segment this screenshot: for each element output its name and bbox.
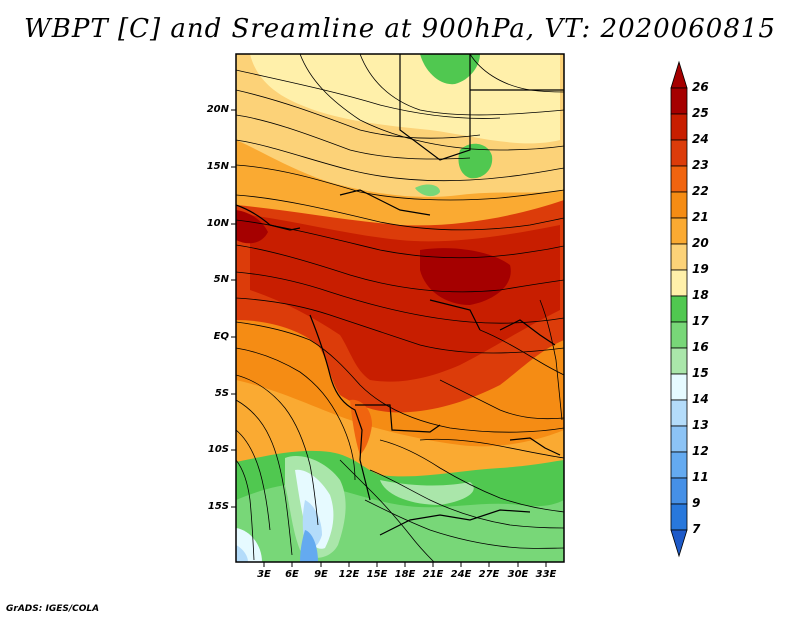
colorbar [670,60,688,558]
lon-label-21e: 21E [422,569,444,580]
lon-label-15e: 15E [366,569,388,580]
colorbar-label-24: 24 [692,132,709,146]
colorbar-label-19: 19 [692,262,709,276]
lon-ticks [263,562,547,567]
colorbar-swatch-11 [670,477,688,505]
colorbar-swatch-15 [670,373,688,401]
lat-label-5s: 5S [214,388,229,399]
colorbar-swatch-22 [670,191,688,219]
lon-label-3e: 3E [257,569,271,580]
lat-label-15n: 15N [206,161,229,172]
colorbar-swatch-13 [670,425,688,453]
colorbar-swatch-26 [670,87,688,115]
colorbar-label-25: 25 [692,106,709,120]
colorbar-swatch-21 [670,217,688,245]
colorbar-swatch-9 [670,503,688,531]
lon-label-27e: 27E [478,569,500,580]
credit-text: GrADS: IGES/COLA [6,604,100,614]
colorbar-swatch-24 [670,139,688,167]
colorbar-label-14: 14 [692,392,709,406]
colorbar-top-arrow [670,60,688,89]
colorbar-swatch-14 [670,399,688,427]
lon-label-18e: 18E [394,569,416,580]
colorbar-label-22: 22 [692,184,709,198]
colorbar-label-7: 7 [692,522,701,536]
colorbar-swatch-25 [670,113,688,141]
wbpt-field [236,54,564,562]
lat-label-10n: 10N [206,218,229,229]
colorbar-swatch-23 [670,165,688,193]
colorbar-swatch-20 [670,243,688,271]
colorbar-label-18: 18 [692,288,709,302]
colorbar-label-23: 23 [692,158,709,172]
lon-label-12e: 12E [338,569,360,580]
colorbar-swatch-18 [670,295,688,323]
colorbar-label-20: 20 [692,236,709,250]
colorbar-label-13: 13 [692,418,709,432]
lon-label-24e: 24E [450,569,472,580]
colorbar-label-9: 9 [692,496,701,510]
boundaries [236,54,564,536]
map-title: WBPT [C] and Sreamline at 900hPa, VT: 20… [24,14,776,44]
lat-label-eq: EQ [213,331,229,342]
colorbar-label-16: 16 [692,340,709,354]
lon-label-6e: 6E [285,569,299,580]
lon-label-9e: 9E [314,569,328,580]
lat-ticks [231,109,236,508]
lon-label-30e: 30E [507,569,529,580]
colorbar-label-15: 15 [692,366,709,380]
lat-label-15s: 15S [207,501,229,512]
lat-label-10s: 10S [207,444,229,455]
colorbar-bottom-arrow [670,529,688,558]
colorbar-swatch-17 [670,321,688,349]
streamlines [236,54,564,562]
colorbar-swatch-19 [670,269,688,297]
colorbar-label-11: 11 [692,470,709,484]
colorbar-label-26: 26 [692,80,709,94]
colorbar-label-21: 21 [692,210,709,224]
colorbar-label-17: 17 [692,314,709,328]
lat-label-5n: 5N [213,274,229,285]
colorbar-swatch-16 [670,347,688,375]
lat-label-20n: 20N [206,104,229,115]
colorbar-label-12: 12 [692,444,709,458]
lon-label-33e: 33E [535,569,557,580]
map-frame [235,53,565,563]
colorbar-swatch-12 [670,451,688,479]
